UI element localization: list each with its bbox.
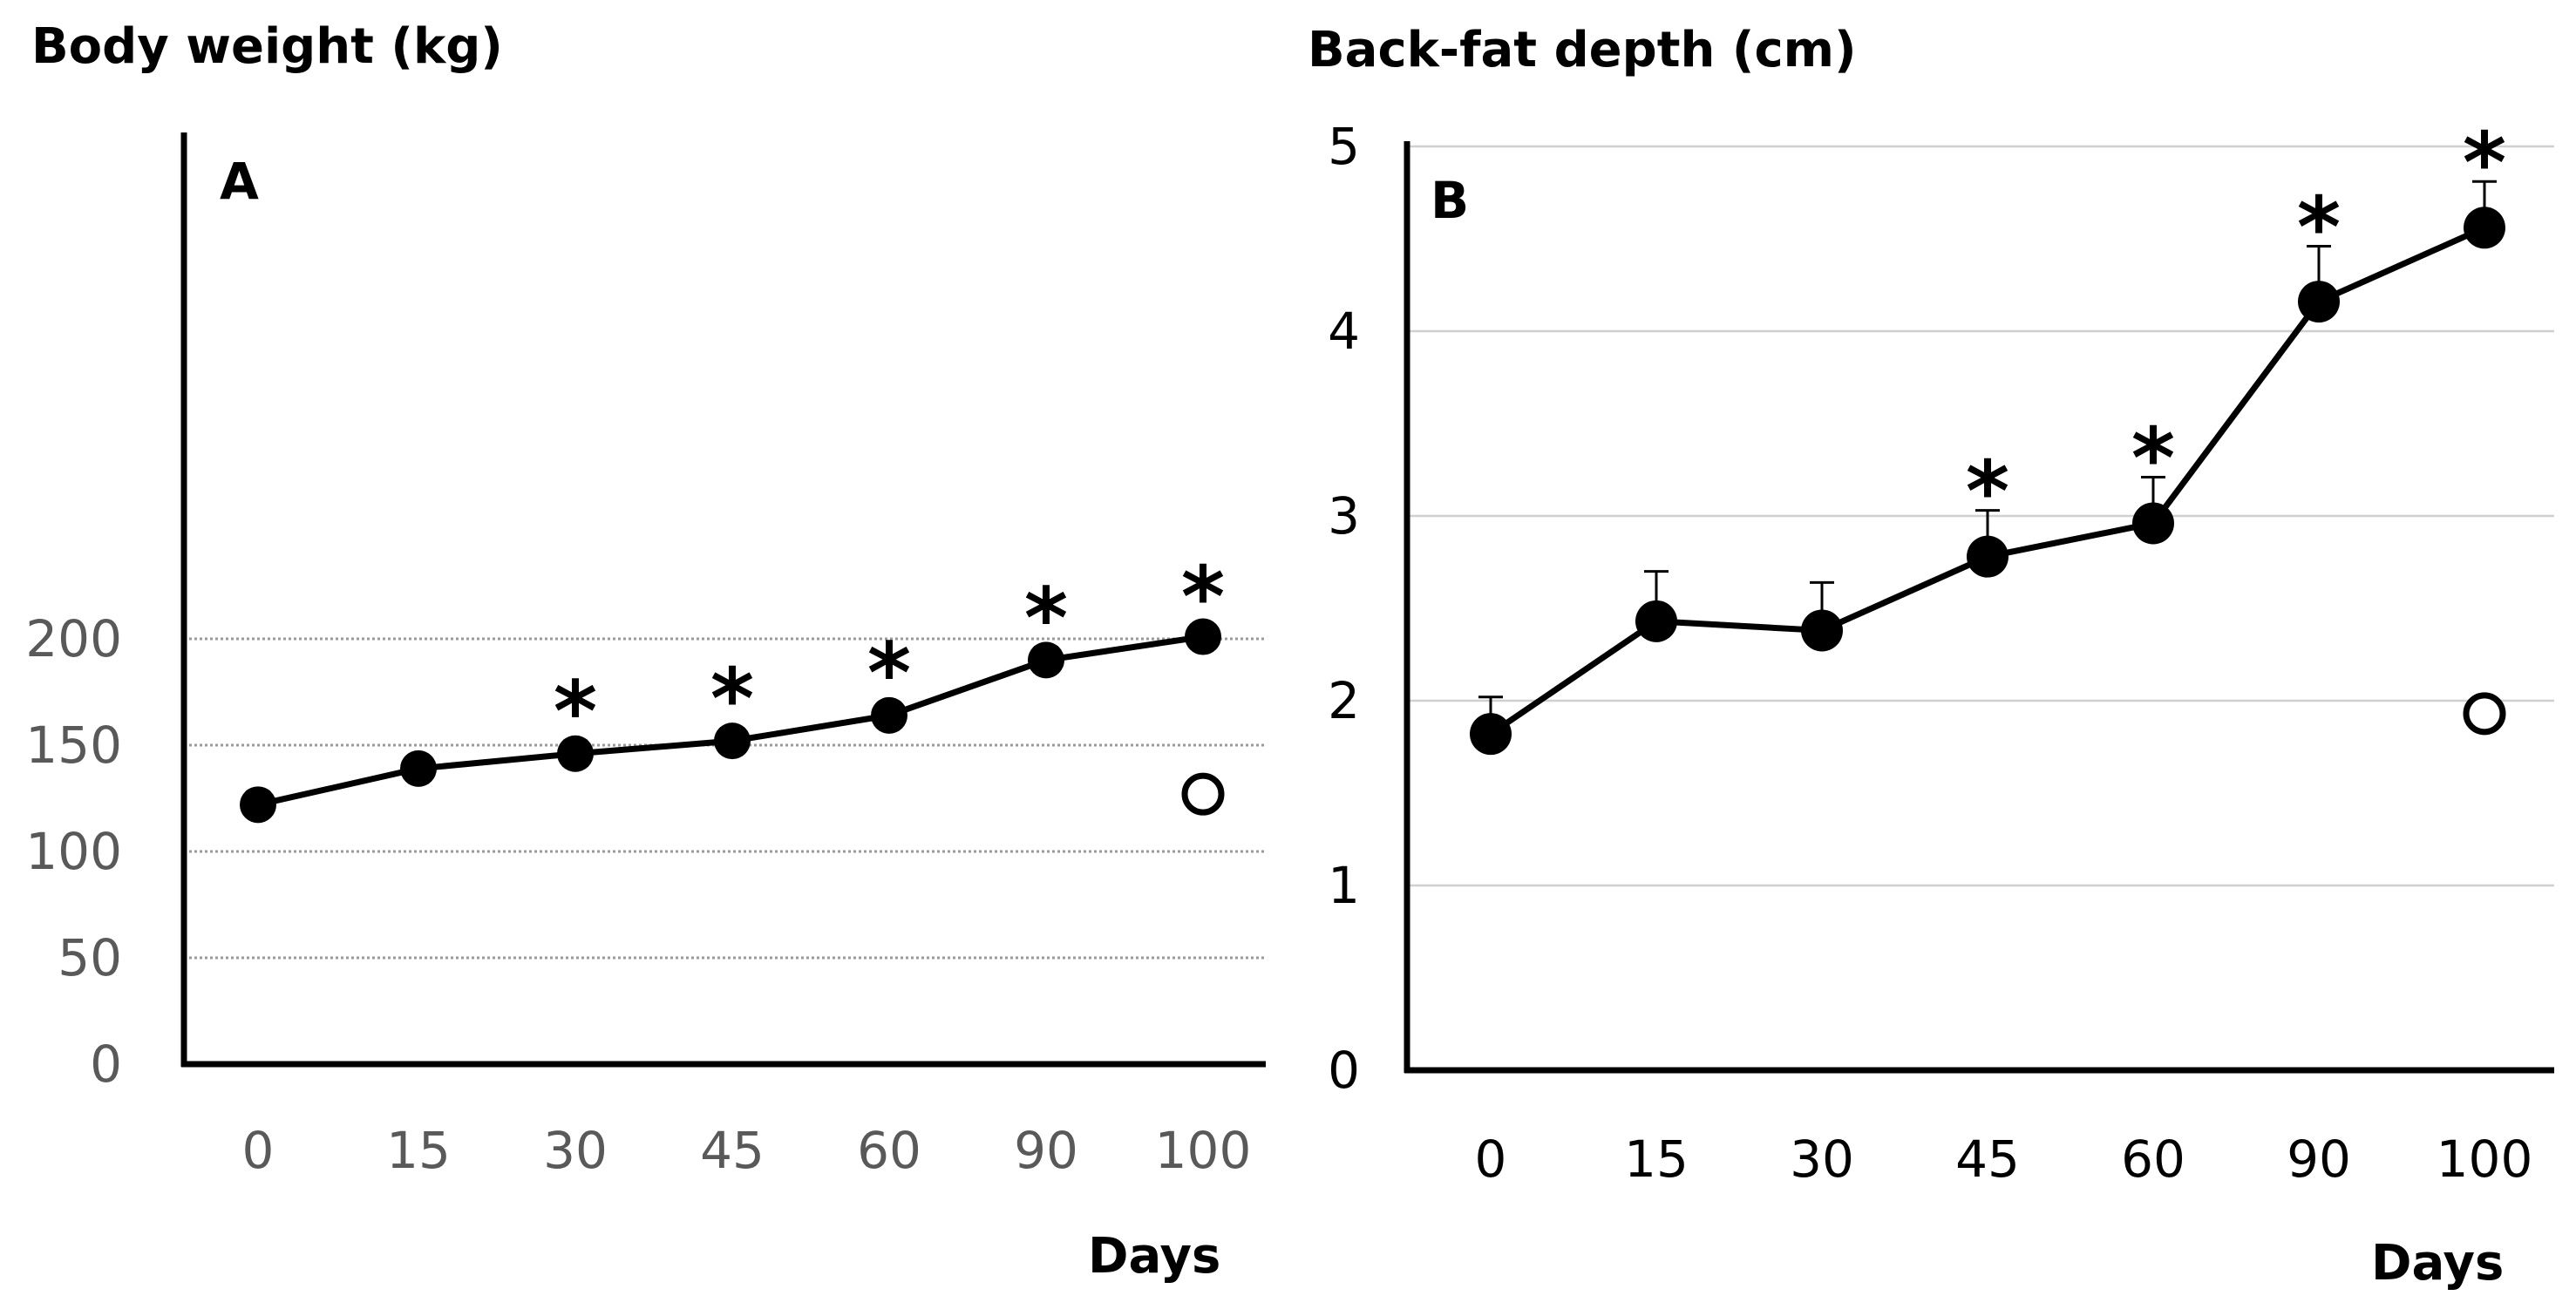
panel-a-y-title: Body weight (kg) xyxy=(31,18,503,75)
panel-b-label: B xyxy=(1431,171,1469,230)
panel-a-y-tick-label: 150 xyxy=(25,716,122,775)
panel-a-x-label: Days xyxy=(1088,1228,1220,1285)
panel-b-y-tick-label: 4 xyxy=(1328,302,1360,361)
panel-a-x-tick-label: 60 xyxy=(857,1121,921,1180)
panel-b-significance-markers: * * * * xyxy=(1966,114,2506,540)
panel-a-label: A xyxy=(220,152,259,211)
panel-b-data-point xyxy=(1470,713,1512,756)
panel-a-y-ticks: 0 50 100 150 200 xyxy=(25,609,122,1094)
panel-b-y-tick-label: 1 xyxy=(1328,856,1360,915)
panel-a-x-tick-label: 100 xyxy=(1155,1121,1252,1180)
panel-a-significance-star: * xyxy=(1181,548,1225,646)
panel-a-data-point xyxy=(1028,641,1064,679)
panel-b-x-tick-label: 90 xyxy=(2287,1129,2351,1189)
panel-b-significance-star: * xyxy=(1966,444,2009,541)
panel-a-data-point xyxy=(714,722,751,760)
panel-b-y-tick-label: 5 xyxy=(1328,117,1360,176)
panel-b-x-tick-label: 60 xyxy=(2121,1129,2185,1189)
panel-b-x-tick-label: 0 xyxy=(1475,1129,1507,1189)
panel-b-points xyxy=(1470,207,2505,756)
panel-b-x-tick-label: 15 xyxy=(1624,1129,1689,1189)
panel-a-x-tick-label: 90 xyxy=(1014,1121,1078,1180)
panel-a-x-tick-label: 30 xyxy=(543,1121,608,1180)
panel-a-significance-star: * xyxy=(554,663,597,761)
panel-a-data-point xyxy=(240,786,276,824)
panel-a-x-ticks: 0 15 30 45 60 90 100 xyxy=(242,1121,1252,1180)
panel-b-y-tick-label: 3 xyxy=(1328,486,1360,546)
panel-a-x-tick-label: 15 xyxy=(386,1121,451,1180)
panel-a-data-point xyxy=(557,735,594,772)
panel-b-x-tick-label: 45 xyxy=(1955,1129,2020,1189)
panel-a-y-tick-label: 100 xyxy=(25,822,122,881)
panel-b-x-tick-label: 100 xyxy=(2437,1129,2533,1189)
panel-a-data-point xyxy=(400,750,437,787)
panel-b-data-point xyxy=(2464,207,2505,249)
panel-a-y-tick-label: 50 xyxy=(58,928,122,987)
panel-a-body-weight: Body weight (kg) A 0 50 100 150 200 0 15 30 45 6… xyxy=(25,18,1266,1285)
panel-b-data-point xyxy=(1967,535,2008,578)
panel-a-x-tick-label: 0 xyxy=(242,1121,275,1180)
panel-a-y-tick-label: 200 xyxy=(25,609,122,668)
panel-b-data-point xyxy=(2132,502,2174,545)
panel-b-significance-star: * xyxy=(2463,114,2506,212)
panel-b-data-point xyxy=(1635,600,1677,642)
panel-b-gridlines xyxy=(1407,145,2554,887)
panel-b-x-label: Days xyxy=(2371,1235,2504,1292)
panel-b-x-ticks: 0 15 30 45 60 90 100 xyxy=(1475,1129,2533,1189)
panel-b-data-point xyxy=(2298,281,2340,323)
panel-b-significance-star: * xyxy=(2297,179,2341,276)
panel-a-data-point xyxy=(871,696,907,734)
panel-b-significance-star: * xyxy=(2131,410,2175,507)
panel-b-data-point xyxy=(1801,609,1843,652)
panel-b-y-ticks: 0 1 2 3 4 5 xyxy=(1328,117,1360,1100)
panel-b-x-tick-label: 30 xyxy=(1790,1129,1854,1189)
panel-b-y-tick-label: 0 xyxy=(1328,1041,1360,1100)
panel-a-x-tick-label: 45 xyxy=(700,1121,765,1180)
panel-b-y-title: Back-fat depth (cm) xyxy=(1308,22,1857,78)
panel-a-significance-star: * xyxy=(1024,570,1068,668)
panel-a-points xyxy=(240,618,1221,824)
panel-a-significance-markers: * * * * * xyxy=(554,548,1225,761)
panel-b-y-tick-label: 2 xyxy=(1328,671,1360,730)
panel-a-data-point xyxy=(1185,618,1221,655)
panel-a-significance-star: * xyxy=(867,625,911,722)
panel-a-y-tick-label: 0 xyxy=(90,1034,122,1094)
panel-b-control-point xyxy=(2463,692,2506,736)
panel-a-significance-star: * xyxy=(710,650,754,748)
panel-a-control-point xyxy=(1181,772,1225,816)
